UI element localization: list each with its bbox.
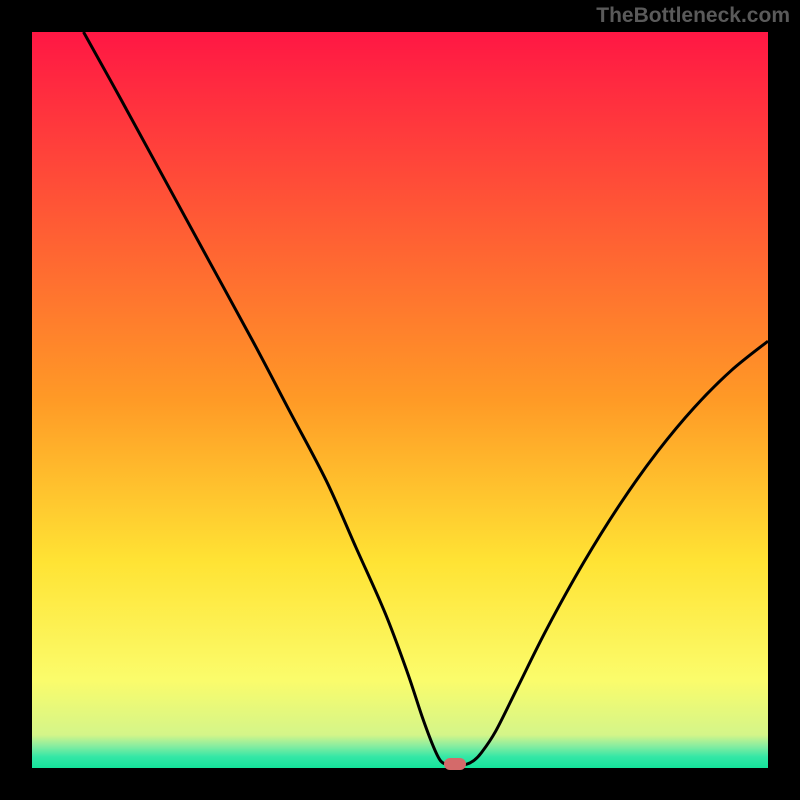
bottleneck-curve (32, 32, 768, 768)
watermark-text: TheBottleneck.com (596, 4, 790, 28)
optimal-marker (444, 758, 466, 770)
plot-area (32, 32, 768, 768)
